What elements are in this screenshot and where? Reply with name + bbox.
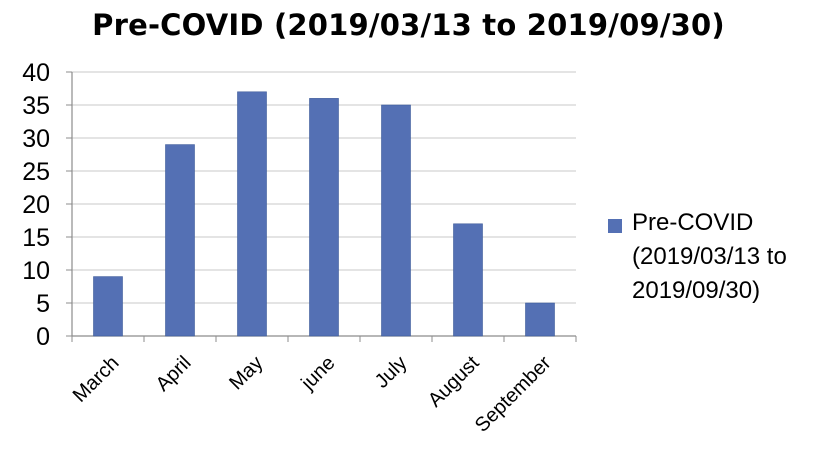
y-tick-label: 0 [36, 323, 50, 351]
legend-swatch [608, 219, 622, 233]
bars [93, 91, 555, 337]
x-tick-label: june [297, 352, 340, 395]
bar-march [93, 276, 123, 337]
y-tick-label: 5 [36, 290, 50, 318]
y-tick-label: 25 [22, 158, 50, 186]
x-tick-label: March [69, 352, 124, 407]
legend: Pre-COVID (2019/03/13 to 2019/09/30) [608, 206, 813, 308]
y-tick-label: 40 [22, 59, 50, 87]
bar-july [381, 104, 411, 337]
y-tick-labels: 0 5 10 15 20 25 30 35 40 [22, 59, 50, 351]
x-tick-label: July [371, 352, 412, 393]
bar-august [453, 223, 483, 337]
x-tick-label: August [424, 352, 484, 412]
bar-september [525, 302, 555, 337]
bar-june [309, 98, 339, 337]
bar-may [237, 91, 267, 337]
bar-april [165, 144, 195, 337]
x-tick-label: May [225, 352, 267, 394]
y-tick-label: 30 [22, 125, 50, 153]
y-tick-label: 20 [22, 191, 50, 219]
y-tick-label: 15 [22, 224, 50, 252]
legend-label: Pre-COVID (2019/03/13 to 2019/09/30) [632, 209, 787, 304]
chart-title: Pre-COVID (2019/03/13 to 2019/09/30) [92, 8, 725, 42]
x-tick-label: September [471, 352, 556, 437]
y-tick-label: 10 [22, 257, 50, 285]
y-tick-label: 35 [22, 92, 50, 120]
x-tick-label: April [152, 352, 196, 396]
